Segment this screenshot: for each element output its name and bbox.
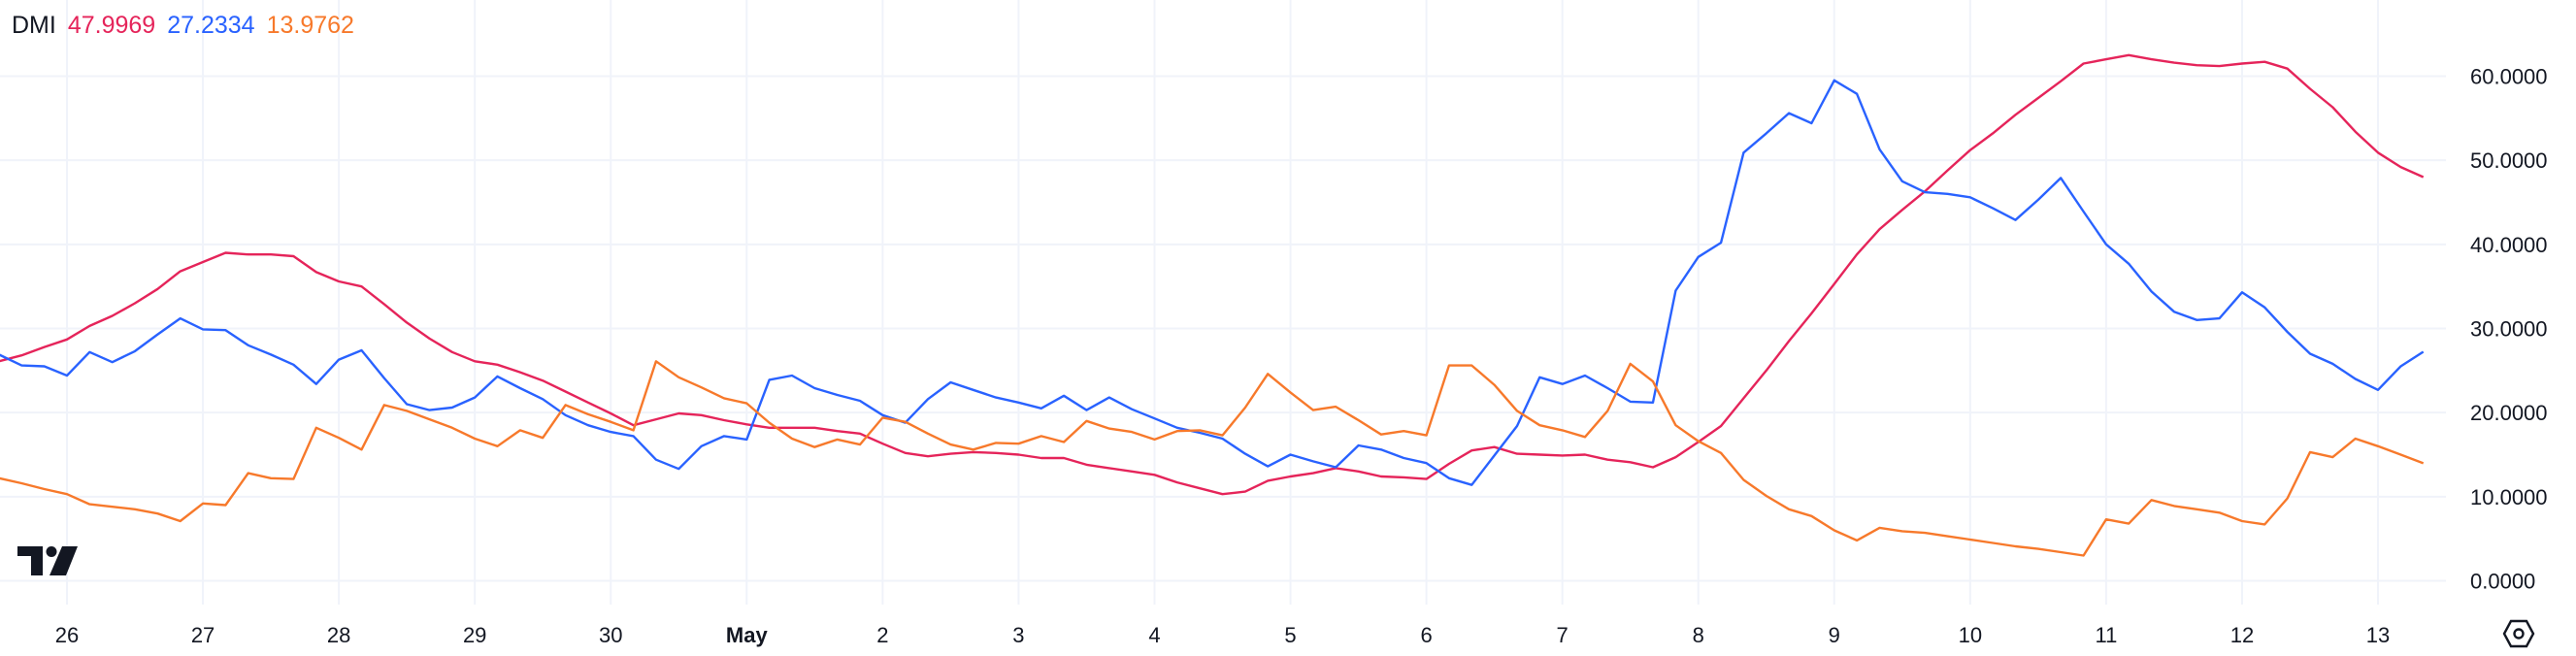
x-tick-label: 28 xyxy=(327,623,350,647)
x-tick-label: 4 xyxy=(1148,623,1160,647)
y-tick-label: 10.0000 xyxy=(2470,485,2548,509)
minus-di-line xyxy=(0,360,2425,557)
x-tick-label: 8 xyxy=(1693,623,1704,647)
x-tick-label: 5 xyxy=(1284,623,1296,647)
x-tick-label: 13 xyxy=(2366,623,2390,647)
x-tick-label: 12 xyxy=(2230,623,2254,647)
legend-title: DMI xyxy=(12,12,56,39)
x-tick-label: 11 xyxy=(2095,623,2117,647)
x-tick-label: 6 xyxy=(1420,623,1432,647)
x-tick-label: 29 xyxy=(463,623,486,647)
x-tick-label: 9 xyxy=(1829,623,1840,647)
settings-hexagon-icon[interactable] xyxy=(2502,619,2535,653)
indicator-legend[interactable]: DMI 47.9969 27.2334 13.9762 xyxy=(12,12,354,40)
y-tick-label: 40.0000 xyxy=(2470,233,2548,257)
time-axis[interactable]: 26 27 28 29 30 May 2 3 4 5 6 7 8 9 10 11 12 13 xyxy=(55,623,2391,647)
x-tick-label: 3 xyxy=(1012,623,1024,647)
x-tick-label: 27 xyxy=(191,623,215,647)
x-tick-label: 10 xyxy=(1959,623,1982,647)
grid xyxy=(0,0,2446,605)
x-tick-label: 7 xyxy=(1557,623,1569,647)
series-lines xyxy=(0,53,2425,557)
legend-minus-di-value: 13.9762 xyxy=(266,12,354,39)
y-tick-label: 50.0000 xyxy=(2470,148,2548,173)
x-tick-label: May xyxy=(726,623,769,647)
price-axis[interactable]: 60.0000 50.0000 40.0000 30.0000 20.0000 10.00… xyxy=(2470,64,2548,593)
plus-di-line xyxy=(0,79,2425,486)
y-tick-label: 0.0000 xyxy=(2470,570,2535,594)
legend-adx-value: 47.9969 xyxy=(67,12,156,39)
tradingview-logo[interactable] xyxy=(17,546,78,580)
y-tick-label: 20.0000 xyxy=(2470,401,2548,425)
x-tick-label: 2 xyxy=(876,623,888,647)
adx-line xyxy=(0,53,2425,496)
legend-plus-di-value: 27.2334 xyxy=(167,12,255,39)
x-tick-label: 30 xyxy=(599,623,622,647)
x-tick-label: 26 xyxy=(55,623,79,647)
y-tick-label: 30.0000 xyxy=(2470,316,2548,341)
y-tick-label: 60.0000 xyxy=(2470,64,2548,88)
